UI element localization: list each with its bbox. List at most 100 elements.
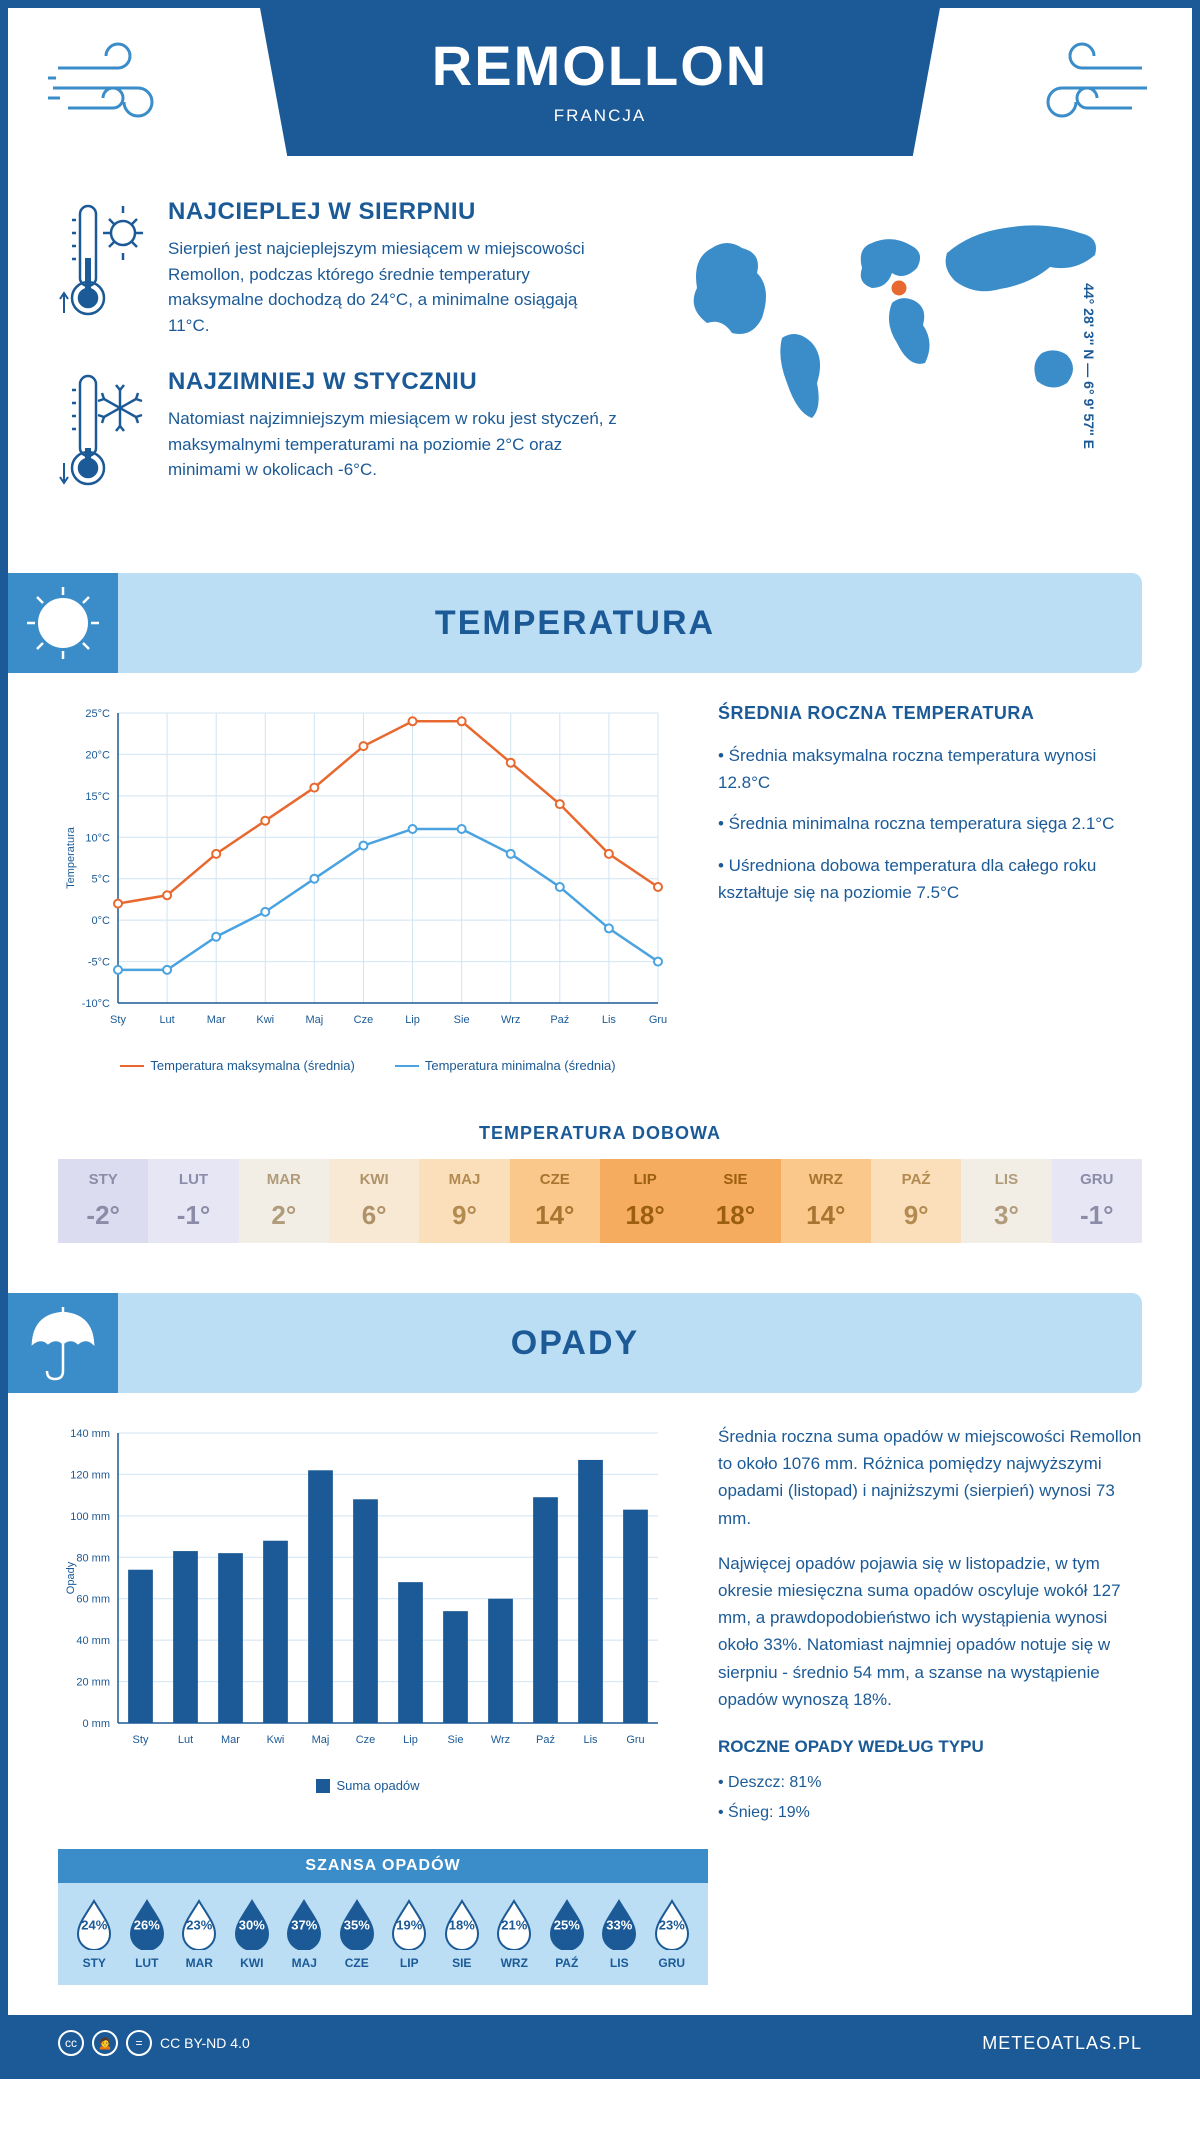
rain-p1: Średnia roczna suma opadów w miejscowośc…: [718, 1423, 1142, 1532]
coldest-text: Natomiast najzimniejszym miesiącem w rok…: [168, 406, 622, 483]
svg-text:25°C: 25°C: [85, 708, 110, 720]
svg-text:Lut: Lut: [178, 1734, 193, 1746]
svg-text:Mar: Mar: [221, 1734, 240, 1746]
svg-text:Lis: Lis: [602, 1014, 617, 1026]
rain-title: OPADY: [511, 1324, 639, 1363]
header-banner: REMOLLON FRANCJA: [260, 8, 940, 156]
chance-item: 23% MAR: [178, 1898, 220, 1970]
svg-text:Sty: Sty: [133, 1734, 149, 1746]
svg-text:140 mm: 140 mm: [70, 1428, 110, 1440]
svg-text:Cze: Cze: [356, 1734, 376, 1746]
chance-item: 37% MAJ: [283, 1898, 325, 1970]
rain-chance-section: SZANSA OPADÓW 24% STY 26% LUT 23% MAR 30…: [58, 1849, 708, 1985]
drop-icon: 25%: [546, 1898, 588, 1950]
drop-icon: 19%: [388, 1898, 430, 1950]
svg-text:120 mm: 120 mm: [70, 1469, 110, 1481]
page-subtitle: FRANCJA: [260, 106, 940, 126]
drop-icon: 23%: [651, 1898, 693, 1950]
header: REMOLLON FRANCJA: [8, 8, 1192, 188]
svg-text:60 mm: 60 mm: [76, 1594, 110, 1606]
chance-item: 18% SIE: [441, 1898, 483, 1970]
legend-max: Temperatura maksymalna (średnia): [150, 1058, 354, 1073]
daily-cell: GRU-1°: [1052, 1159, 1142, 1243]
coldest-title: NAJZIMNIEJ W STYCZNIU: [168, 368, 622, 396]
by-icon: 🙍: [92, 2030, 118, 2056]
svg-text:Sie: Sie: [454, 1014, 470, 1026]
svg-text:20°C: 20°C: [85, 749, 110, 761]
coordinates-label: 44° 28' 3'' N — 6° 9' 57'' E: [1081, 283, 1097, 449]
daily-temp-title: TEMPERATURA DOBOWA: [8, 1123, 1192, 1144]
daily-cell: MAJ9°: [419, 1159, 509, 1243]
svg-text:Paź: Paź: [550, 1014, 569, 1026]
site-label: METEOATLAS.PL: [982, 2033, 1142, 2054]
daily-cell: CZE14°: [510, 1159, 600, 1243]
svg-text:Mar: Mar: [207, 1014, 226, 1026]
svg-text:80 mm: 80 mm: [76, 1552, 110, 1564]
svg-text:Lis: Lis: [583, 1734, 598, 1746]
daily-cell: MAR2°: [239, 1159, 329, 1243]
svg-text:0°C: 0°C: [92, 915, 111, 927]
daily-cell: LIP18°: [600, 1159, 690, 1243]
daily-cell: PAŹ9°: [871, 1159, 961, 1243]
footer: cc 🙍 = CC BY-ND 4.0 METEOATLAS.PL: [8, 2015, 1192, 2071]
svg-text:Gru: Gru: [649, 1014, 667, 1026]
sun-icon: [23, 583, 103, 668]
chance-item: 30% KWI: [231, 1898, 273, 1970]
drop-icon: 21%: [493, 1898, 535, 1950]
svg-text:Maj: Maj: [312, 1734, 330, 1746]
svg-text:Kwi: Kwi: [267, 1734, 285, 1746]
svg-text:15°C: 15°C: [85, 791, 110, 803]
svg-text:10°C: 10°C: [85, 832, 110, 844]
avg-temp-b2: • Średnia minimalna roczna temperatura s…: [718, 810, 1142, 837]
daily-cell: KWI6°: [329, 1159, 419, 1243]
cc-icon: cc: [58, 2030, 84, 2056]
chance-item: 26% LUT: [126, 1898, 168, 1970]
warmest-block: NAJCIEPLEJ W SIERPNIU Sierpień jest najc…: [58, 198, 622, 338]
drop-icon: 33%: [598, 1898, 640, 1950]
nd-icon: =: [126, 2030, 152, 2056]
wind-icon-left: [48, 38, 188, 133]
svg-text:Wrz: Wrz: [491, 1734, 510, 1746]
svg-text:Kwi: Kwi: [256, 1014, 274, 1026]
avg-temp-b1: • Średnia maksymalna roczna temperatura …: [718, 742, 1142, 796]
temperature-title: TEMPERATURA: [435, 604, 715, 643]
drop-icon: 35%: [336, 1898, 378, 1950]
svg-text:Sty: Sty: [110, 1014, 126, 1026]
svg-text:20 mm: 20 mm: [76, 1677, 110, 1689]
rain-type-snow: • Śnieg: 19%: [718, 1800, 1142, 1826]
rain-p2: Najwięcej opadów pojawia się w listopadz…: [718, 1550, 1142, 1713]
drop-icon: 23%: [178, 1898, 220, 1950]
infographic-frame: REMOLLON FRANCJA NAJCIEPLEJ W SIERPNIU S…: [0, 0, 1200, 2079]
chance-title: SZANSA OPADÓW: [58, 1849, 708, 1883]
drop-icon: 24%: [73, 1898, 115, 1950]
svg-text:Cze: Cze: [354, 1014, 374, 1026]
license-label: CC BY-ND 4.0: [160, 2035, 250, 2051]
chance-item: 33% LIS: [598, 1898, 640, 1970]
legend-min: Temperatura minimalna (średnia): [425, 1058, 616, 1073]
world-map-container: 44° 28' 3'' N — 6° 9' 57'' E: [662, 198, 1142, 533]
wind-icon-right: [1012, 38, 1152, 133]
svg-text:Sie: Sie: [448, 1734, 464, 1746]
svg-text:Lip: Lip: [403, 1734, 418, 1746]
drop-icon: 37%: [283, 1898, 325, 1950]
svg-text:Maj: Maj: [305, 1014, 323, 1026]
rain-type-rain: • Deszcz: 81%: [718, 1770, 1142, 1796]
intro-section: NAJCIEPLEJ W SIERPNIU Sierpień jest najc…: [8, 188, 1192, 573]
temperature-chart: -10°C-5°C0°C5°C10°C15°C20°C25°CStyLutMar…: [58, 703, 678, 1073]
daily-cell: LUT-1°: [148, 1159, 238, 1243]
chance-item: 23% GRU: [651, 1898, 693, 1970]
svg-text:Lut: Lut: [159, 1014, 174, 1026]
drop-icon: 18%: [441, 1898, 483, 1950]
avg-temp-title: ŚREDNIA ROCZNA TEMPERATURA: [718, 703, 1142, 724]
location-marker-icon: [890, 279, 908, 297]
svg-text:Temperatura: Temperatura: [65, 826, 77, 889]
warmest-text: Sierpień jest najcieplejszym miesiącem w…: [168, 236, 622, 338]
rain-chart: 0 mm20 mm40 mm60 mm80 mm100 mm120 mm140 …: [58, 1423, 678, 1829]
svg-text:Lip: Lip: [405, 1014, 420, 1026]
coldest-block: NAJZIMNIEJ W STYCZNIU Natomiast najzimni…: [58, 368, 622, 503]
svg-text:100 mm: 100 mm: [70, 1511, 110, 1523]
svg-text:Paź: Paź: [536, 1734, 555, 1746]
svg-text:-5°C: -5°C: [88, 957, 110, 969]
chance-item: 19% LIP: [388, 1898, 430, 1970]
drop-icon: 26%: [126, 1898, 168, 1950]
